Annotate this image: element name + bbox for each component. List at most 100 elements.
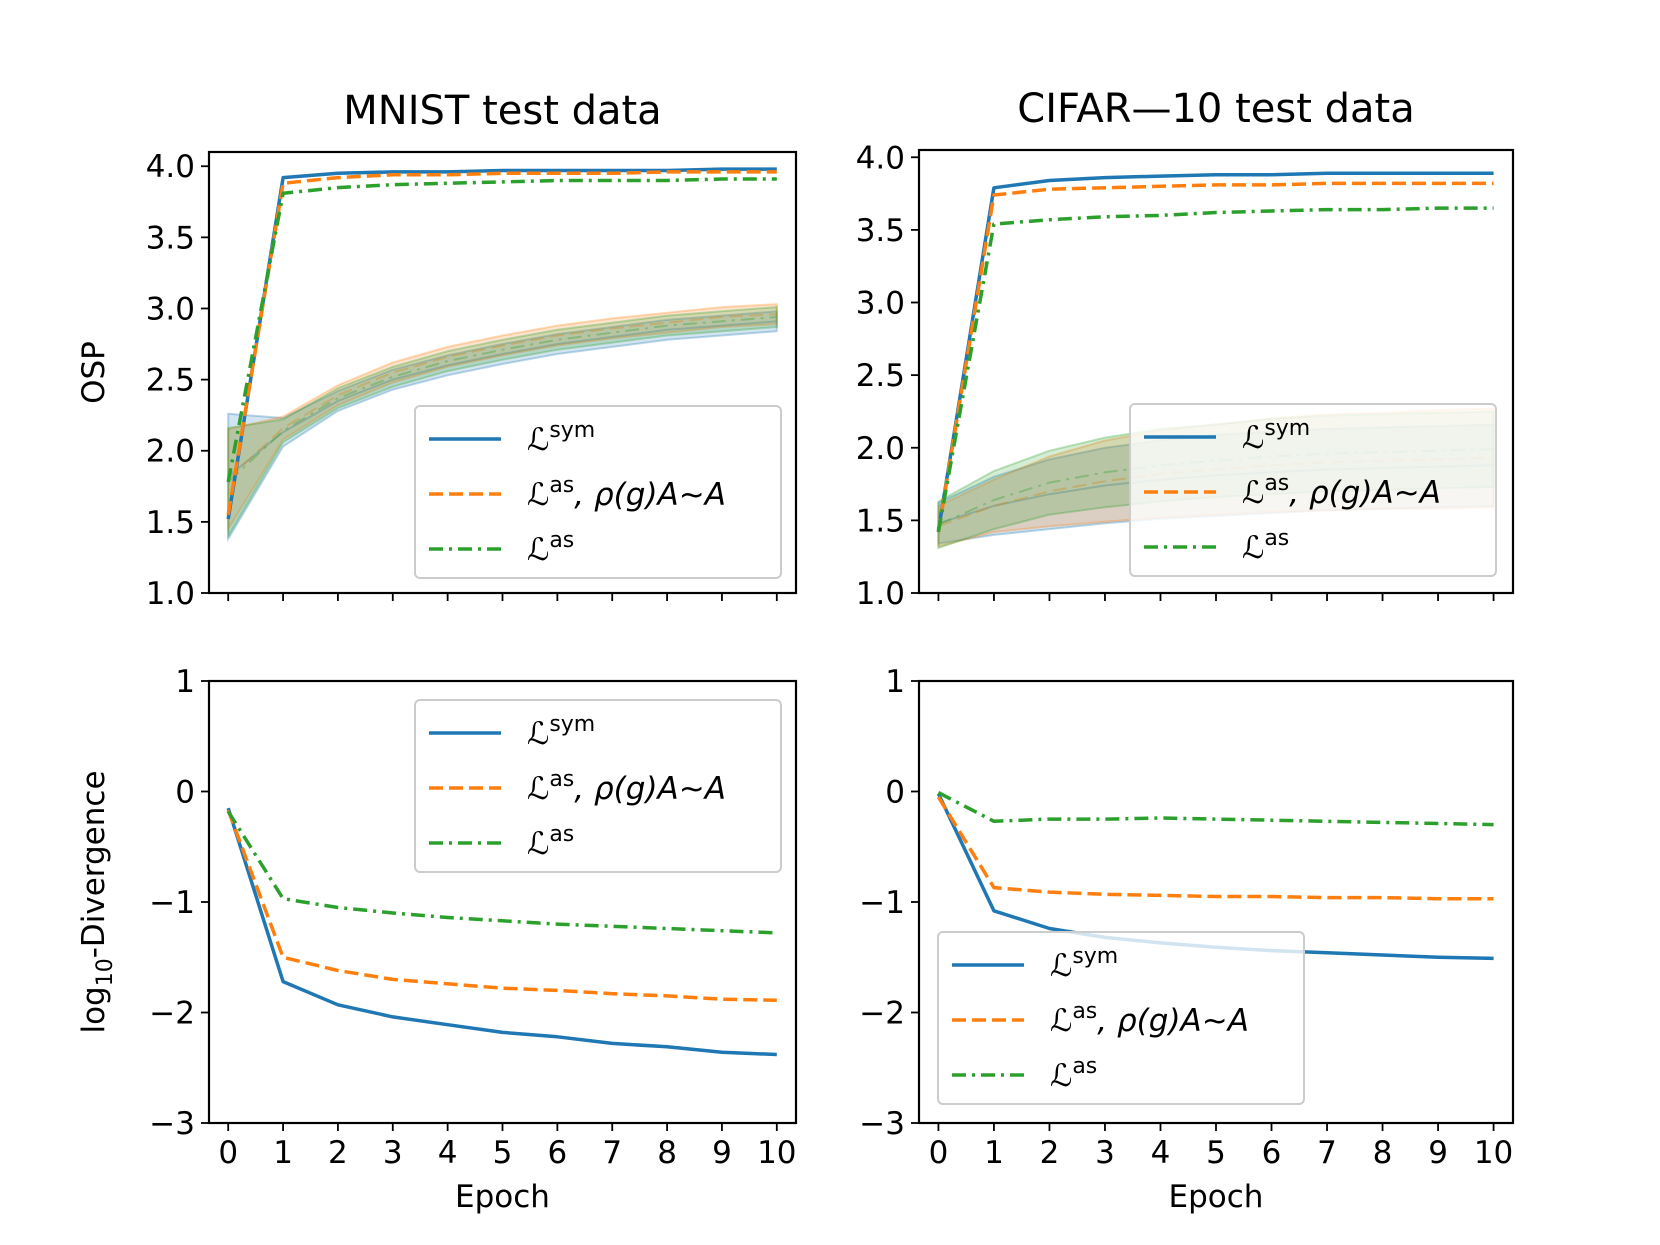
x-tick-label: 8 xyxy=(657,1135,677,1171)
series-line-0 xyxy=(936,171,1494,531)
chart-title: MNIST test data xyxy=(343,88,661,134)
y-tick-label: 1.5 xyxy=(146,505,195,541)
legend-label-symbol: ℒ xyxy=(527,771,549,807)
legend-label-2: ℒas xyxy=(527,528,574,568)
y-tick-label: 2.0 xyxy=(146,434,195,470)
legend-label-superscript: sym xyxy=(549,418,595,443)
subplot-cifar-osp: 1.0 1.5 2.0 2.5 3.0 3.5 4.0 CIFAR—10 test data ℒ… xyxy=(856,86,1515,612)
x-tick-label: 3 xyxy=(383,1135,403,1171)
series-line-2 xyxy=(226,177,777,483)
legend-label-symbol: ℒ xyxy=(527,826,549,862)
y-tick-label: −1 xyxy=(149,885,195,921)
y-tick-label: −3 xyxy=(859,1106,905,1142)
y-tick-label: 3.0 xyxy=(146,291,195,327)
legend-label-superscript: as xyxy=(549,767,574,792)
y-axis-label-subscript: 10 xyxy=(93,958,118,986)
legend-frame xyxy=(414,699,782,873)
y-tick-label: −1 xyxy=(859,885,905,921)
x-tick-label: 5 xyxy=(1206,1135,1226,1171)
y-tick-label: 2.0 xyxy=(856,431,905,467)
y-axis-label-main: log xyxy=(76,986,112,1033)
legend-label-symbol: ℒ xyxy=(1242,420,1264,456)
legend-label-superscript: as xyxy=(1072,999,1097,1024)
legend-label-symbol: ℒ xyxy=(1050,948,1072,984)
x-tick-label: 4 xyxy=(1151,1135,1171,1171)
legend-label-symbol: ℒ xyxy=(1050,1058,1072,1094)
x-tick-label: 0 xyxy=(929,1135,949,1171)
y-tick-label: 1.5 xyxy=(856,503,905,539)
legend-label-2: ℒas xyxy=(527,822,574,862)
band-1 xyxy=(227,303,778,533)
x-tick-label: 10 xyxy=(1474,1135,1513,1171)
x-tick-label: 5 xyxy=(493,1135,513,1171)
legend-label-0: ℒsym xyxy=(1050,944,1118,984)
y-tick-label: 3.5 xyxy=(856,213,905,249)
x-tick-label: 1 xyxy=(273,1135,293,1171)
legend-label-symbol: ℒ xyxy=(1050,1003,1072,1039)
y-axis-label: log10-Divergence xyxy=(76,770,118,1033)
legend-label-symbol: ℒ xyxy=(527,422,549,458)
subplot-mnist-divergence: 0 1 2 3 4 5 6 7 8 9 10−3−2−101Epochlog10-Divergenc… xyxy=(76,664,798,1215)
y-axis-label-rest: -Divergence xyxy=(76,770,112,958)
y-tick-label: 3.0 xyxy=(856,286,905,322)
legend-label-superscript: as xyxy=(549,528,574,553)
series-line-2 xyxy=(937,791,1494,827)
legend-label-1: ℒas, ρ(g)A∼A xyxy=(1050,999,1249,1039)
y-tick-label: 0 xyxy=(885,775,905,811)
legend-label-1: ℒas, ρ(g)A∼A xyxy=(527,767,726,807)
y-tick-label: 2.5 xyxy=(856,358,905,394)
series-line-1 xyxy=(226,809,777,1003)
series-line-2 xyxy=(226,810,777,935)
x-tick-label: 7 xyxy=(1317,1135,1337,1171)
x-tick-label: 10 xyxy=(757,1135,796,1171)
series-line-1 xyxy=(936,181,1494,533)
legend-label-2: ℒas xyxy=(1050,1054,1097,1094)
y-tick-label: 1.0 xyxy=(146,576,195,612)
legend-label-superscript: as xyxy=(1072,1054,1097,1079)
legend-label-superscript: as xyxy=(1264,526,1289,551)
x-axis-label: Epoch xyxy=(455,1179,550,1215)
legend-label-1: ℒas, ρ(g)A∼A xyxy=(1242,471,1441,511)
legend-label-suffix: , ρ(g)A∼A xyxy=(1289,475,1441,511)
y-tick-label: −3 xyxy=(149,1106,195,1142)
y-tick-label: −2 xyxy=(149,996,195,1032)
band-0 xyxy=(227,310,778,543)
y-tick-label: 1 xyxy=(885,664,905,700)
y-tick-label: 4.0 xyxy=(856,140,905,176)
legend-label-suffix: , ρ(g)A∼A xyxy=(1097,1003,1249,1039)
legend-label-1: ℒas, ρ(g)A∼A xyxy=(527,473,726,513)
x-tick-label: 3 xyxy=(1095,1135,1115,1171)
legend-label-superscript: as xyxy=(549,822,574,847)
legend-frame xyxy=(937,931,1305,1105)
legend-label-superscript: sym xyxy=(549,712,595,737)
band-mean-1 xyxy=(227,313,777,480)
x-tick-label: 6 xyxy=(1262,1135,1282,1171)
legend-label-2: ℒas xyxy=(1242,526,1289,566)
legend-label-superscript: sym xyxy=(1264,416,1310,441)
legend-label-suffix: , ρ(g)A∼A xyxy=(574,477,726,513)
y-axis-label: OSP xyxy=(76,341,112,404)
subplot-mnist-osp: 1.0 1.5 2.0 2.5 3.0 3.5 4.0 MNIST test data OSP ℒ… xyxy=(76,88,798,612)
legend-label-0: ℒsym xyxy=(527,418,595,458)
legend-label-symbol: ℒ xyxy=(527,716,549,752)
y-tick-label: −2 xyxy=(859,996,905,1032)
y-tick-label: 0 xyxy=(175,775,195,811)
x-axis-label: Epoch xyxy=(1169,1179,1264,1215)
legend-label-suffix: , ρ(g)A∼A xyxy=(574,771,726,807)
x-tick-label: 2 xyxy=(328,1135,348,1171)
legend: ℒsym ℒas, ρ(g)A∼A ℒas xyxy=(1129,403,1497,577)
x-tick-label: 0 xyxy=(218,1135,238,1171)
series-line-0 xyxy=(226,167,777,520)
y-tick-label: 1 xyxy=(175,664,195,700)
plot-area xyxy=(226,807,777,1057)
series-line-2 xyxy=(936,206,1494,533)
legend-label-superscript: sym xyxy=(1072,944,1118,969)
y-tick-label: 3.5 xyxy=(146,220,195,256)
legend-label-0: ℒsym xyxy=(527,712,595,752)
legend-label-symbol: ℒ xyxy=(527,532,549,568)
x-tick-label: 1 xyxy=(984,1135,1004,1171)
